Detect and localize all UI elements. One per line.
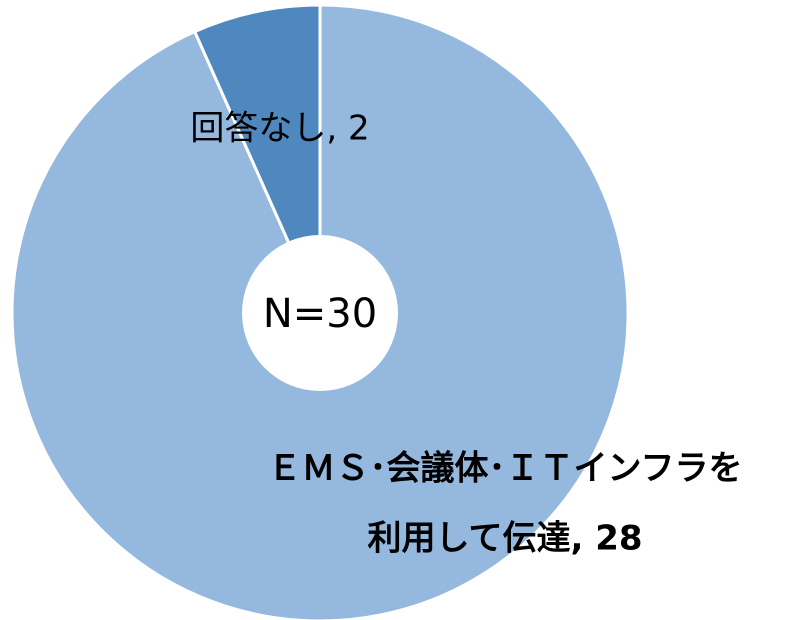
center-label: N=30 [263, 291, 377, 337]
data-label: ＥＭＳ･会議体･ＩＴインフラを [268, 449, 743, 489]
data-label: 回答なし, 2 [190, 109, 369, 149]
data-label: 利用して伝達, 28 [367, 519, 642, 559]
donut-hole [242, 235, 398, 391]
slice [192, 3, 322, 314]
